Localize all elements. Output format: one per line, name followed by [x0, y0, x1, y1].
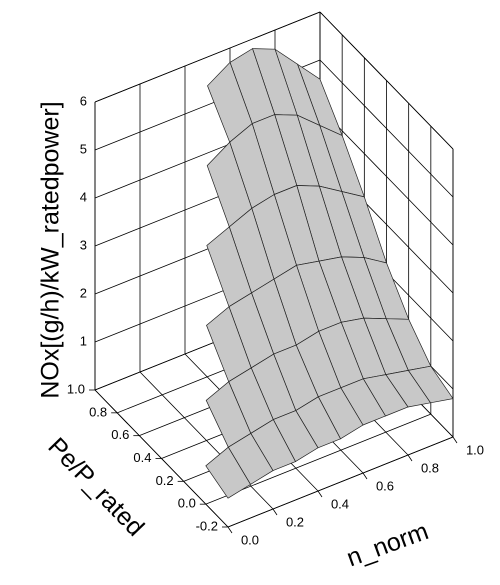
y-tick-label: 1.0 [67, 381, 85, 396]
z-axis-label: NOx[(g/h)/kW_ratedpower] [37, 101, 65, 398]
z-tick-label: 3 [80, 237, 87, 252]
z-tick-label: 2 [80, 285, 87, 300]
x-tick-label: 0.8 [421, 460, 439, 475]
x-tick-label: 0.0 [241, 532, 259, 547]
tick-mark [362, 472, 368, 480]
tick-mark [272, 508, 278, 516]
x-tick-label: 0.6 [376, 478, 394, 493]
z-tick-label: 1 [80, 333, 87, 348]
tick-mark [407, 454, 413, 462]
x-tick-label: 0.4 [331, 496, 349, 511]
y-tick-label: 0.2 [156, 473, 174, 488]
tick-mark [317, 490, 323, 498]
z-tick-label: 4 [80, 189, 87, 204]
y-tick-label: 0.0 [178, 496, 196, 511]
y-tick-label: 0.6 [111, 427, 129, 442]
y-axis-label: Pe/P_rated [42, 432, 149, 541]
z-tick-label: 5 [80, 141, 87, 156]
x-tick-label: 0.2 [286, 514, 304, 529]
surface-cell [205, 446, 251, 499]
tick-mark [452, 436, 458, 444]
y-tick-label: 0.4 [133, 450, 151, 465]
y-tick-label: -0.2 [196, 518, 218, 533]
y-tick-label: 0.8 [89, 404, 107, 419]
grid-line [227, 436, 454, 528]
x-tick-label: 1.0 [466, 442, 484, 457]
x-axis-label: n_norm [343, 517, 432, 572]
grid-line [94, 11, 321, 103]
z-tick-label: 6 [80, 93, 87, 108]
tick-mark [227, 526, 233, 534]
